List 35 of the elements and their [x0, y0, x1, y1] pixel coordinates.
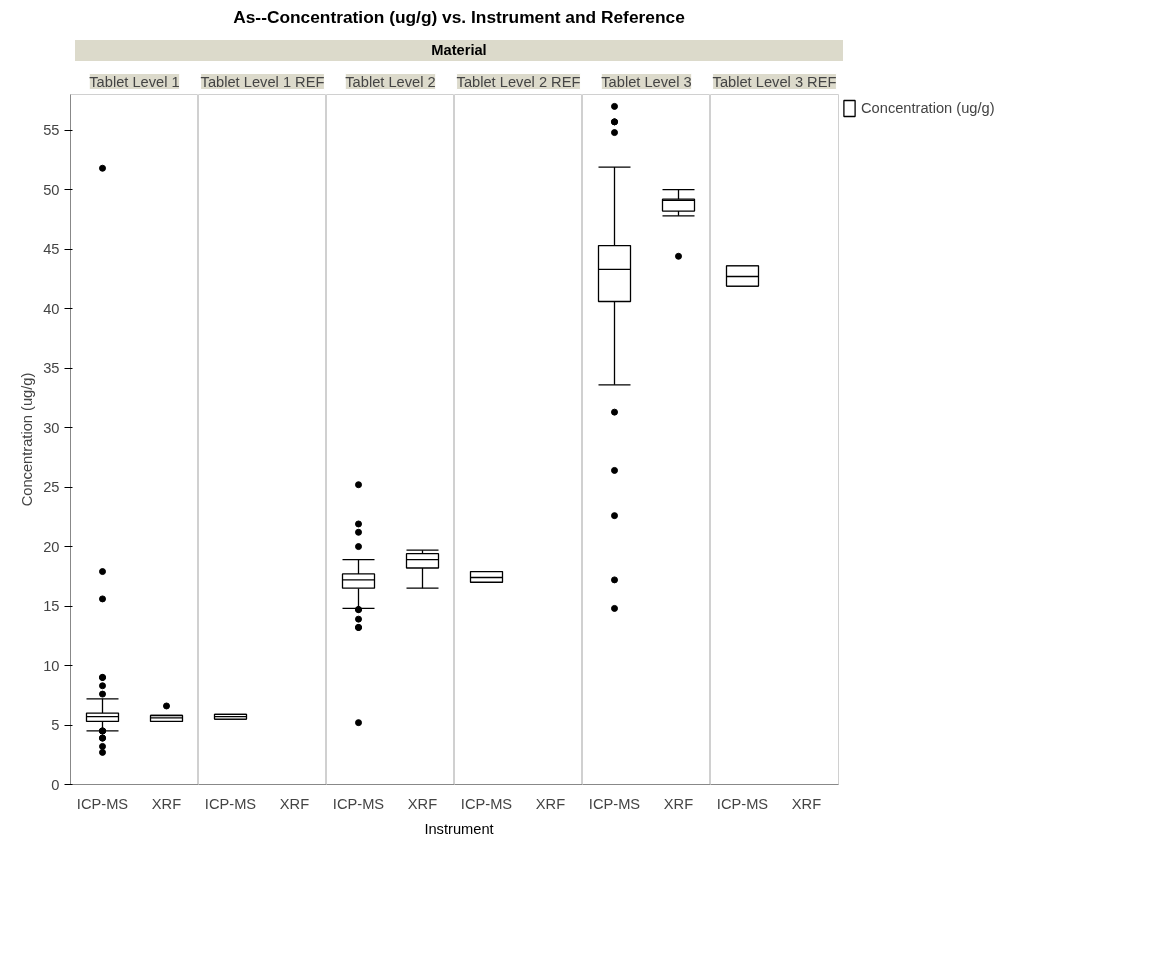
legend-label: Concentration (ug/g): [861, 99, 995, 116]
y-tick-label: 40: [43, 300, 60, 317]
x-tick-label: ICP-MS: [204, 795, 257, 812]
x-tick-label: ICP-MS: [716, 795, 769, 812]
text: Material: [431, 40, 487, 60]
x-tick-label: ICP-MS: [332, 795, 385, 812]
y-tick-label: 0: [51, 776, 60, 793]
chart-title: Tablet Level 2 REF: [456, 73, 581, 90]
x-tick-label: ICP-MS: [76, 795, 129, 812]
y-tick-label: 20: [43, 538, 60, 555]
y-tick-label: 10: [43, 657, 60, 674]
y-tick-label: 35: [43, 359, 60, 376]
y-tick-label: 25: [43, 478, 60, 495]
chart-title: Tablet Level 1: [89, 73, 180, 90]
y-tick-label: 50: [43, 181, 60, 198]
x-tick-label: XRF: [663, 795, 694, 812]
text: As--Concentration (ug/g) vs. Instrument and Reference: [233, 6, 685, 29]
x-tick-label: XRF: [791, 795, 822, 812]
x-tick-label: ICP-MS: [588, 795, 641, 812]
text: Instrument: [424, 819, 494, 839]
x-tick-label: XRF: [279, 795, 310, 812]
chart-title: Tablet Level 1 REF: [200, 73, 325, 90]
x-tick-label: XRF: [535, 795, 566, 812]
y-tick-label: 15: [43, 597, 60, 614]
chart-title: Tablet Level 2: [345, 73, 436, 90]
chart-title: Tablet Level 3 REF: [712, 73, 837, 90]
x-tick-label: XRF: [407, 795, 438, 812]
x-tick-label: XRF: [151, 795, 182, 812]
y-tick-label: 30: [43, 419, 60, 436]
x-tick-label: ICP-MS: [460, 795, 513, 812]
chart-title: Tablet Level 3: [601, 73, 692, 90]
y-tick-label: 5: [51, 716, 60, 733]
y-tick-label: 45: [43, 240, 60, 257]
y-tick-label: 55: [43, 121, 60, 138]
y-axis-title: Concentration (ug/g): [19, 372, 36, 507]
